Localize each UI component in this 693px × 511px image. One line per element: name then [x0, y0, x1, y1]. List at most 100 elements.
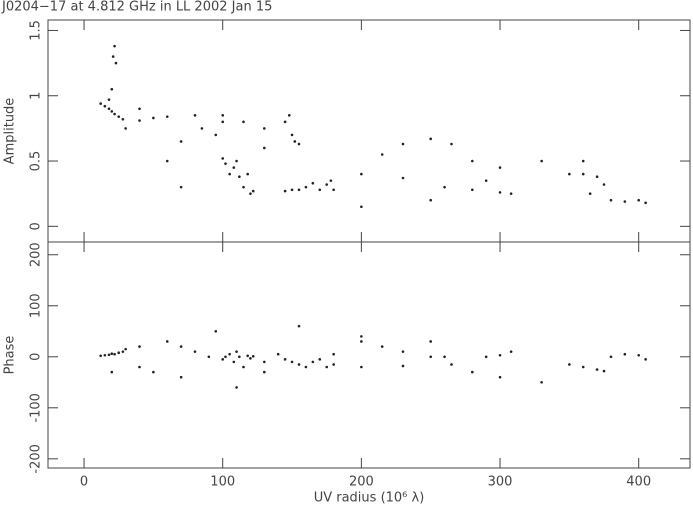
- point: [103, 104, 107, 108]
- point: [165, 159, 169, 163]
- point: [581, 159, 585, 163]
- point: [325, 365, 329, 369]
- point: [107, 353, 111, 357]
- point: [360, 205, 363, 209]
- y-tick-label: 1.5: [29, 20, 44, 41]
- point: [380, 153, 384, 156]
- point: [568, 172, 571, 176]
- point: [623, 200, 627, 203]
- point: [235, 386, 238, 389]
- point: [581, 172, 585, 176]
- point: [224, 162, 227, 165]
- x-tick-label: 400: [626, 475, 651, 490]
- point: [332, 363, 335, 366]
- point: [311, 360, 315, 364]
- point: [509, 350, 513, 353]
- point: [283, 120, 287, 124]
- point: [540, 159, 543, 163]
- point: [290, 188, 294, 192]
- y-axis-label: Phase: [3, 336, 18, 375]
- point: [471, 188, 474, 192]
- point: [138, 119, 141, 122]
- point: [283, 189, 287, 193]
- point: [111, 55, 115, 58]
- point: [360, 172, 363, 176]
- point: [117, 115, 121, 118]
- x-axis-label: UV radius (10⁶ λ): [314, 491, 425, 506]
- point: [297, 324, 301, 328]
- point: [193, 350, 197, 353]
- point: [568, 363, 571, 366]
- point: [450, 142, 453, 146]
- point: [329, 179, 333, 182]
- point: [401, 176, 405, 180]
- point: [401, 142, 405, 146]
- point: [609, 355, 613, 359]
- point: [276, 352, 280, 356]
- point: [251, 189, 255, 193]
- point: [609, 198, 613, 202]
- point: [221, 114, 225, 117]
- y-axis-label: Amplitude: [3, 98, 18, 165]
- point: [318, 358, 322, 361]
- x-tick-label: 0: [80, 475, 88, 490]
- point: [540, 380, 543, 384]
- point: [595, 175, 599, 179]
- point: [99, 102, 102, 105]
- point: [263, 146, 266, 150]
- point: [242, 365, 245, 369]
- point: [263, 370, 266, 374]
- point: [581, 365, 585, 369]
- point: [318, 188, 322, 192]
- point: [238, 355, 241, 359]
- point: [113, 112, 116, 116]
- plot-frame: [47, 19, 691, 243]
- plot-frame: [47, 241, 691, 469]
- point: [138, 345, 141, 348]
- point: [602, 183, 606, 186]
- point: [228, 172, 231, 176]
- y-tick-label: 0: [29, 222, 44, 230]
- point: [595, 368, 599, 371]
- point: [263, 360, 266, 364]
- point: [138, 365, 141, 369]
- chart-title: J0204−17 at 4.812 GHz in LL 2002 Jan 15: [1, 0, 272, 15]
- point: [221, 358, 225, 361]
- point: [152, 370, 155, 374]
- point: [103, 353, 107, 357]
- point: [360, 335, 363, 338]
- point: [401, 364, 405, 368]
- point: [644, 201, 647, 205]
- point: [297, 142, 301, 146]
- point: [238, 175, 241, 179]
- point: [200, 127, 204, 130]
- point: [214, 133, 218, 137]
- point: [429, 340, 433, 343]
- y-tick-label: 1: [29, 92, 44, 100]
- point: [429, 137, 433, 141]
- point: [290, 360, 294, 364]
- point: [509, 192, 513, 195]
- point: [232, 166, 236, 169]
- point: [121, 117, 125, 121]
- point: [221, 120, 225, 124]
- point: [443, 355, 446, 359]
- point: [235, 350, 238, 353]
- point: [637, 353, 640, 357]
- point: [121, 350, 125, 353]
- point: [293, 140, 297, 143]
- point: [602, 369, 606, 373]
- point: [246, 354, 249, 358]
- point: [251, 354, 255, 358]
- point: [249, 357, 252, 360]
- point: [332, 188, 335, 192]
- point: [152, 116, 155, 120]
- point: [110, 370, 114, 374]
- point: [124, 127, 127, 130]
- point: [325, 183, 329, 186]
- point: [179, 345, 183, 348]
- point: [287, 114, 291, 117]
- point: [99, 354, 102, 358]
- point: [124, 347, 127, 351]
- point: [179, 185, 183, 189]
